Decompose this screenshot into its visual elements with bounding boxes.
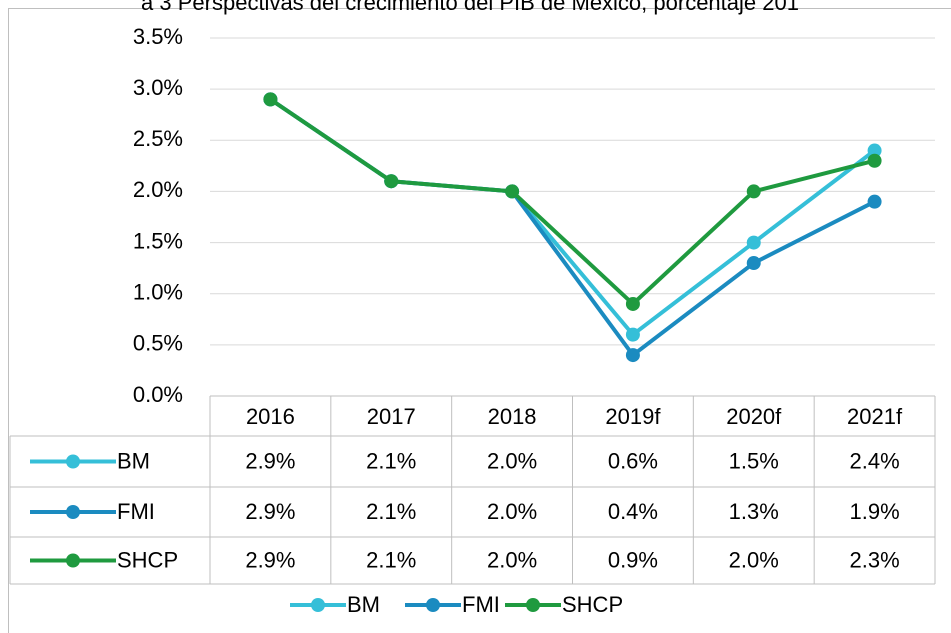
legend-marker — [66, 505, 80, 519]
table-cell: 2.1% — [366, 547, 416, 572]
table-legend-label: FMI — [117, 499, 155, 524]
x-tick-label: 2021f — [847, 404, 903, 429]
legend-marker — [66, 553, 80, 568]
data-point — [867, 153, 882, 168]
legend-marker — [66, 454, 80, 469]
series-line — [269, 97, 876, 358]
y-tick-label: 2.5% — [133, 126, 183, 151]
data-point — [867, 194, 882, 209]
table-cell: 0.4% — [608, 499, 658, 524]
table-cell: 0.6% — [608, 448, 658, 473]
table-cell: 1.3% — [729, 499, 779, 524]
y-tick-label: 1.0% — [133, 280, 183, 305]
table-cell: 1.9% — [850, 499, 900, 524]
table-cell: 2.0% — [729, 547, 779, 572]
table-cell: 0.9% — [608, 547, 658, 572]
legend-label: FMI — [462, 592, 500, 617]
table-cell: 2.9% — [245, 448, 295, 473]
table-cell: 2.9% — [245, 547, 295, 572]
legend-label: BM — [347, 592, 380, 617]
y-tick-label: 0.0% — [133, 382, 183, 407]
legend-marker — [311, 598, 325, 612]
table-legend-label: BM — [117, 448, 150, 473]
table-legend-label: SHCP — [117, 547, 178, 572]
y-tick-label: 3.5% — [133, 24, 183, 49]
table-cell: 2.9% — [245, 499, 295, 524]
chart-border — [8, 8, 951, 633]
data-point — [746, 184, 761, 199]
data-point — [505, 184, 520, 199]
y-tick-label: 0.5% — [133, 331, 183, 356]
x-tick-label: 2018 — [488, 404, 537, 429]
legend-label: SHCP — [562, 592, 623, 617]
y-tick-label: 3.0% — [133, 75, 183, 100]
table-cell: 2.1% — [366, 499, 416, 524]
table-cell: 2.3% — [850, 547, 900, 572]
x-tick-label: 2016 — [246, 404, 295, 429]
data-point — [625, 327, 640, 342]
legend-marker — [426, 598, 440, 612]
table-cell: 2.0% — [487, 448, 537, 473]
chart-title: a 3 Perspectivas del crecimiento del PIB… — [141, 0, 799, 15]
table-cell: 2.1% — [366, 448, 416, 473]
data-point — [625, 348, 640, 363]
legend-marker — [526, 598, 540, 612]
y-tick-label: 1.5% — [133, 228, 183, 253]
data-point — [746, 256, 761, 271]
series-line — [269, 97, 876, 306]
table-cell: 2.4% — [850, 448, 900, 473]
x-tick-label: 2020f — [726, 404, 782, 429]
table-cell: 2.0% — [487, 547, 537, 572]
table-cell: 2.0% — [487, 499, 537, 524]
y-tick-label: 2.0% — [133, 177, 183, 202]
data-point — [746, 235, 761, 250]
data-point — [867, 143, 882, 158]
x-tick-label: 2017 — [367, 404, 416, 429]
series-line — [269, 97, 876, 337]
data-point — [625, 296, 640, 311]
data-point — [263, 92, 278, 107]
table-cell: 1.5% — [729, 448, 779, 473]
data-point — [384, 174, 399, 189]
x-tick-label: 2019f — [605, 404, 661, 429]
